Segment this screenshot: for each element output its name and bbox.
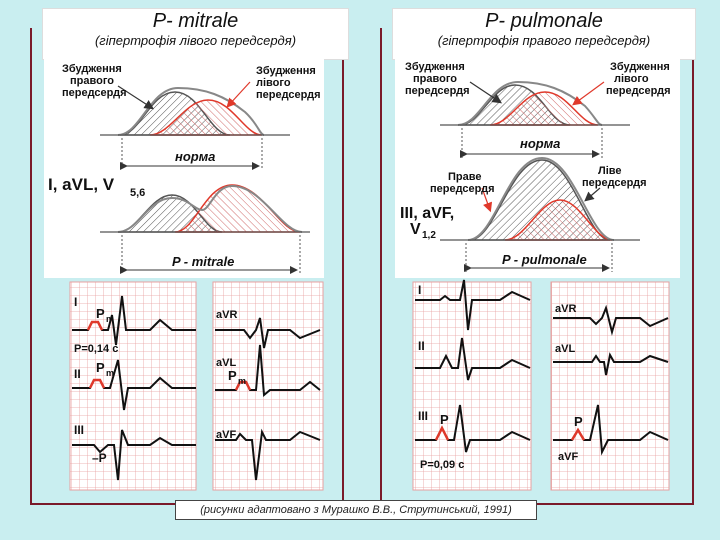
- left-title-box: P- mitrale (гіпертрофія лівого передсерд…: [42, 8, 349, 60]
- left-mitrale-sum-wave: [117, 184, 303, 233]
- right-pulmonale-left-atrium-wave: [504, 199, 613, 241]
- ecg-lead-III-trace: [72, 429, 196, 481]
- ecg-right-lead-aVR-trace: [553, 304, 669, 336]
- ecg-right-lead-aVL-trace: [553, 352, 669, 376]
- ecg-right-aVF: aVF: [558, 451, 578, 463]
- ecg-left-pm2-sub: m: [106, 368, 114, 378]
- ecg-left-pm1-sub: m: [106, 314, 114, 324]
- left-p-mitrale-label: P - mitrale: [172, 254, 234, 269]
- right-atrium-label-2: передсердя: [430, 183, 495, 195]
- right-norma-label: норма: [520, 136, 560, 151]
- left-leads-sub: 5,6: [130, 187, 145, 199]
- left-atrium-label-1: Ліве: [598, 165, 622, 177]
- figure-caption: (рисунки адаптовано з Мурашко В.В., Стру…: [175, 500, 537, 520]
- left-subtitle: (гіпертрофія лівого передсердя): [94, 33, 297, 48]
- left-title: P- mitrale: [152, 10, 239, 32]
- left-label-right-atrium-3: передсердя: [62, 87, 127, 99]
- left-label-right-atrium-1: Збудження: [62, 63, 122, 75]
- right-label-right-atrium-2: правого: [413, 73, 457, 85]
- left-arrow-left-atrium: [226, 81, 251, 108]
- right-ecg-strip-2: [550, 281, 670, 491]
- left-leads-label: I, aVL, V: [48, 175, 115, 194]
- ecg-left-pm2: P: [96, 360, 105, 375]
- ecg-right-aVL: aVL: [555, 343, 575, 355]
- left-atrium-label-2: передсердя: [582, 177, 647, 189]
- ecg-left-aVL: aVL: [216, 357, 236, 369]
- left-norma-label: норма: [175, 149, 215, 164]
- ecg-lead-aVR-trace: [215, 317, 321, 349]
- ecg-right-lead-I: I: [418, 283, 421, 297]
- left-label-right-atrium-2: правого: [70, 75, 114, 87]
- ecg-right-lead-II: II: [418, 339, 425, 353]
- ecg-right-aVR: aVR: [555, 303, 576, 315]
- ecg-left-lead-I: I: [74, 295, 77, 309]
- right-norm-left-atrium-wave: [489, 91, 599, 126]
- left-wave-diagram: [44, 58, 324, 278]
- right-leads-label-2: V: [410, 221, 421, 238]
- ecg-left-neg-p: –P: [92, 451, 107, 465]
- right-label-left-atrium-3: передсердя: [606, 85, 671, 97]
- ecg-right-p2: P: [574, 414, 583, 429]
- right-leads-sub: 1,2: [422, 230, 436, 241]
- ecg-right-lead-III: III: [418, 409, 428, 423]
- left-ecg-strip-1: [69, 281, 197, 491]
- right-label-right-atrium-3: передсердя: [405, 85, 470, 97]
- right-subtitle: (гіпертрофія правого передсердя): [437, 33, 651, 48]
- right-ecg-strip-1: [412, 279, 532, 491]
- left-norm-sum-wave: [117, 86, 265, 136]
- ecg-left-aVF: aVF: [216, 429, 236, 441]
- right-pulmonale-sum-wave: [467, 156, 615, 241]
- right-leads-label-1: III, aVF,: [400, 205, 454, 222]
- left-ecg-strip-2: [212, 281, 324, 491]
- right-label-left-atrium-1: Збудження: [610, 61, 670, 73]
- left-norm-left-atrium-wave: [149, 99, 263, 136]
- ecg-left-pm3-sub: m: [238, 376, 246, 386]
- ecg-lead-aVF-trace: [215, 428, 321, 481]
- ecg-left-lead-II: II: [74, 367, 81, 381]
- right-wave-diagram: [395, 58, 680, 278]
- ecg-left-pm3: P: [228, 368, 237, 383]
- right-title: P- pulmonale: [485, 10, 603, 32]
- ecg-left-duration: P=0,14 с: [74, 343, 118, 355]
- left-arrow-right-atrium: [117, 85, 155, 110]
- ecg-left-aVR: aVR: [216, 309, 237, 321]
- ecg-left-lead-III: III: [74, 423, 84, 437]
- left-label-left-atrium-2: лівого: [256, 77, 291, 89]
- right-norm-sum-wave: [457, 80, 603, 126]
- ecg-left-pm1: P: [96, 306, 105, 321]
- ecg-right-duration: P=0,09 с: [420, 459, 464, 471]
- ecg-right-p: P: [440, 412, 449, 427]
- left-label-left-atrium-3: передсердя: [256, 89, 321, 101]
- right-label-left-atrium-2: лівого: [614, 73, 649, 85]
- right-label-right-atrium-1: Збудження: [405, 61, 465, 73]
- ecg-right-lead-I-trace: [415, 279, 531, 331]
- right-p-pulmonale-label: P - pulmonale: [502, 252, 587, 267]
- left-label-left-atrium-1: Збудження: [256, 65, 316, 77]
- right-panel-frame: [380, 28, 694, 505]
- ecg-right-lead-II-trace: [415, 337, 531, 381]
- right-atrium-label-1: Праве: [448, 171, 481, 183]
